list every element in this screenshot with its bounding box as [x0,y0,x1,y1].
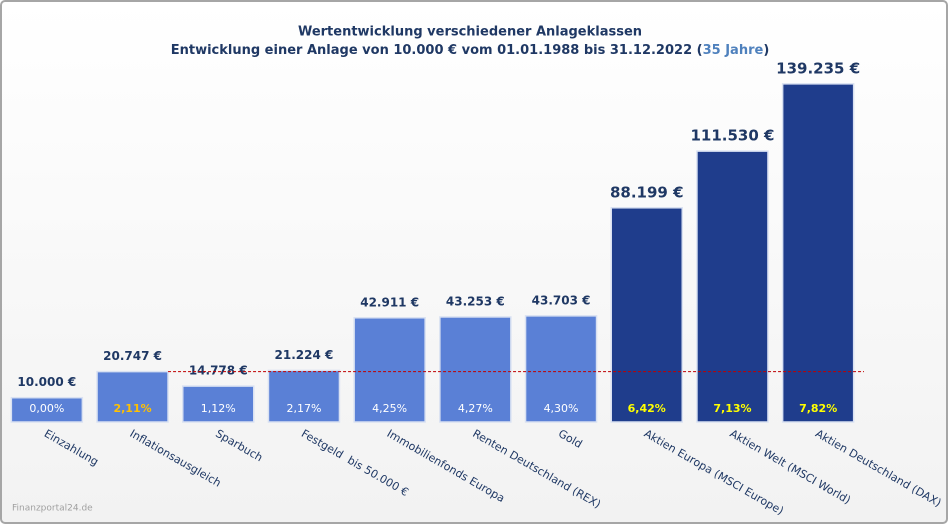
bar [10,396,84,423]
value-label: 10.000 € [17,375,76,389]
return-label: 2,17% [286,402,321,415]
chart-subtitle: Entwicklung einer Anlage von 10.000 € vo… [171,43,770,58]
return-label: 6,42% [628,402,666,415]
subtitle-part: Entwicklung einer Anlage von 10.000 € vo… [171,43,703,58]
return-label: 2,11% [113,402,151,415]
bar [696,150,769,423]
bar [182,385,255,423]
value-label: 21.224 € [275,348,334,362]
bar [267,369,341,423]
value-label: 88.199 € [610,183,684,201]
value-label: 43.253 € [446,294,505,308]
value-label: 111.530 € [690,127,774,145]
subtitle-highlight: 35 Jahre [703,43,764,58]
return-label: 0,00% [29,402,64,415]
subtitle-part: ) [763,43,769,58]
bar [524,315,598,423]
return-label: 4,30% [544,402,579,415]
return-label: 7,13% [713,402,751,415]
value-label: 43.703 € [532,293,591,307]
source: Finanzportal24.de [12,504,93,514]
bar [96,370,169,423]
value-label: 42.911 € [360,295,419,309]
bar [439,316,512,423]
bar [353,317,426,423]
bar [610,207,683,423]
value-label: 20.747 € [103,349,162,363]
return-label: 4,25% [372,402,407,415]
value-label: 139.235 € [776,59,860,77]
chart-title: Wertentwicklung verschiedener Anlageklas… [298,25,642,40]
bar [781,83,855,423]
return-label: 1,12% [201,402,236,415]
return-label: 4,27% [458,402,493,415]
value-label: 14.778 € [189,364,248,378]
return-label: 7,82% [799,402,837,415]
